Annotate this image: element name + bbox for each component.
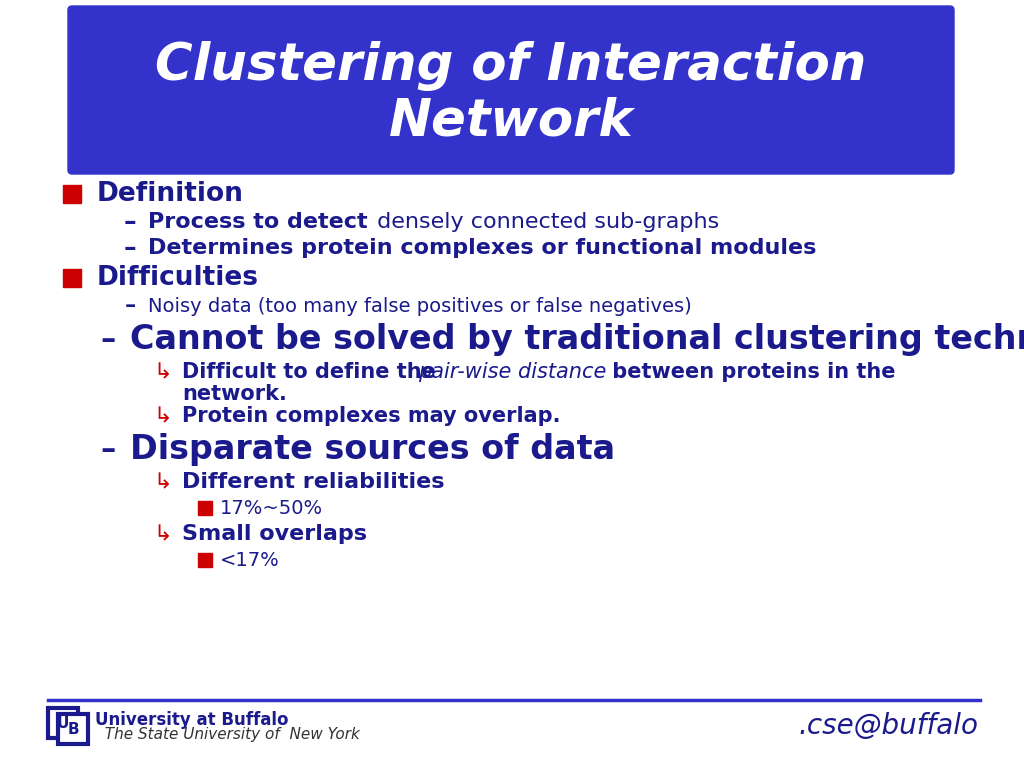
FancyBboxPatch shape bbox=[58, 714, 88, 744]
Text: .cse@buffalo: .cse@buffalo bbox=[798, 712, 978, 740]
Text: Difficult to define the: Difficult to define the bbox=[182, 362, 443, 382]
Text: between proteins in the: between proteins in the bbox=[605, 362, 896, 382]
Bar bbox=[198, 501, 212, 515]
Text: ↳: ↳ bbox=[154, 524, 172, 544]
Bar bbox=[63, 269, 81, 287]
Text: U: U bbox=[56, 716, 70, 730]
Text: Cannot be solved by traditional clustering techniques: Cannot be solved by traditional clusteri… bbox=[130, 323, 1024, 356]
Text: <17%: <17% bbox=[220, 551, 280, 570]
Text: pair-wise distance: pair-wise distance bbox=[418, 362, 606, 382]
Text: –: – bbox=[124, 210, 136, 234]
Text: Definition: Definition bbox=[97, 181, 244, 207]
Text: Network: Network bbox=[389, 97, 633, 147]
Text: Noisy data (too many false positives or false negatives): Noisy data (too many false positives or … bbox=[148, 296, 692, 316]
Text: –: – bbox=[100, 435, 116, 465]
Bar bbox=[198, 553, 212, 567]
Text: Small overlaps: Small overlaps bbox=[182, 524, 367, 544]
Text: University at Buffalo: University at Buffalo bbox=[95, 711, 289, 729]
Text: Clustering of Interaction: Clustering of Interaction bbox=[156, 41, 866, 91]
Text: densely connected sub-graphs: densely connected sub-graphs bbox=[370, 212, 719, 232]
Text: Protein complexes may overlap.: Protein complexes may overlap. bbox=[182, 406, 560, 426]
Text: B: B bbox=[68, 721, 79, 737]
Text: –: – bbox=[124, 296, 135, 316]
Text: Process to detect: Process to detect bbox=[148, 212, 368, 232]
Text: ↳: ↳ bbox=[154, 472, 172, 492]
Text: ↳: ↳ bbox=[154, 362, 172, 382]
Bar bbox=[63, 185, 81, 203]
Text: Difficulties: Difficulties bbox=[97, 265, 259, 291]
Text: 17%~50%: 17%~50% bbox=[220, 498, 324, 518]
Text: Different reliabilities: Different reliabilities bbox=[182, 472, 444, 492]
FancyBboxPatch shape bbox=[68, 6, 954, 174]
Text: Determines protein complexes or functional modules: Determines protein complexes or function… bbox=[148, 238, 816, 258]
Text: The State University of  New York: The State University of New York bbox=[95, 727, 359, 741]
Text: –: – bbox=[124, 236, 136, 260]
Text: Disparate sources of data: Disparate sources of data bbox=[130, 433, 615, 466]
Text: ↳: ↳ bbox=[154, 406, 172, 426]
Text: network.: network. bbox=[182, 384, 287, 404]
Text: –: – bbox=[100, 326, 116, 355]
